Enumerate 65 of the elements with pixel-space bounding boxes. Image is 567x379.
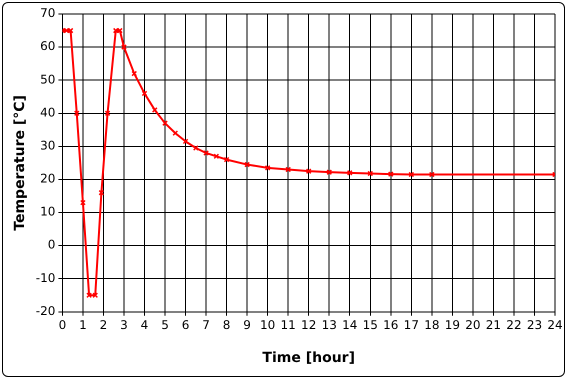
point <box>121 44 127 50</box>
x-tick-label: 6 <box>182 318 190 332</box>
y-tick-label: 70 <box>40 6 56 20</box>
point <box>131 70 138 76</box>
point <box>172 130 178 136</box>
x-tick-label: 2 <box>100 318 108 332</box>
x-tick-label: 21 <box>486 318 502 332</box>
point <box>224 156 230 162</box>
x-tick-label: 15 <box>362 318 378 332</box>
x-tick-label: 10 <box>260 318 276 332</box>
x-tick-label: 3 <box>120 318 128 332</box>
point <box>306 168 312 174</box>
y-axis-title: Temperature [°C] <box>12 95 28 231</box>
point <box>74 110 80 116</box>
x-tick-label: 12 <box>301 318 316 332</box>
point <box>408 172 414 178</box>
x-tick-label: 7 <box>202 318 210 332</box>
y-tick-label: 60 <box>40 39 56 54</box>
point <box>142 90 148 96</box>
x-tick-label: 17 <box>404 318 419 332</box>
x-tick-label: 19 <box>444 318 460 332</box>
point <box>117 28 123 34</box>
x-tick-label: 14 <box>342 318 358 332</box>
y-tick-label: 50 <box>40 72 56 86</box>
y-tick-label: 10 <box>40 204 56 219</box>
x-tick-label: 0 <box>58 318 66 332</box>
x-tick-label: 9 <box>243 318 251 332</box>
y-tick-label: 30 <box>40 138 56 152</box>
y-tick-label: -10 <box>36 270 56 285</box>
x-tick-label: 22 <box>506 318 522 332</box>
point <box>388 171 394 178</box>
x-tick-label: 5 <box>161 318 169 332</box>
x-axis-title: Time [hour] <box>262 350 355 366</box>
point <box>346 170 353 176</box>
y-tick-label: -20 <box>36 304 56 318</box>
x-tick-label: 20 <box>465 318 481 332</box>
point <box>203 150 209 156</box>
point <box>86 292 92 298</box>
x-tick-label: 1 <box>79 318 87 332</box>
point <box>182 138 188 144</box>
x-tick-label: 8 <box>222 318 230 332</box>
point <box>92 292 98 298</box>
x-tick-label: 11 <box>280 318 296 332</box>
x-tick-label: 16 <box>383 318 398 332</box>
y-tick-label: 40 <box>40 105 56 120</box>
point <box>244 162 250 168</box>
point <box>80 200 86 206</box>
point <box>192 145 199 151</box>
y-tick-label: 0 <box>48 238 56 252</box>
point <box>428 172 435 178</box>
point <box>285 166 292 172</box>
point <box>152 107 158 113</box>
y-tick-label: 20 <box>40 172 56 186</box>
x-tick-label: 18 <box>424 318 440 332</box>
x-tick-label: 4 <box>140 318 148 332</box>
x-tick-label: 23 <box>526 318 542 332</box>
point <box>326 169 332 176</box>
point <box>104 110 110 116</box>
x-tick-label: 24 <box>547 318 563 332</box>
x-tick-label: 13 <box>322 318 337 332</box>
point <box>264 164 271 171</box>
point <box>213 153 220 160</box>
point <box>162 120 168 126</box>
point <box>367 170 374 176</box>
point <box>98 190 104 196</box>
